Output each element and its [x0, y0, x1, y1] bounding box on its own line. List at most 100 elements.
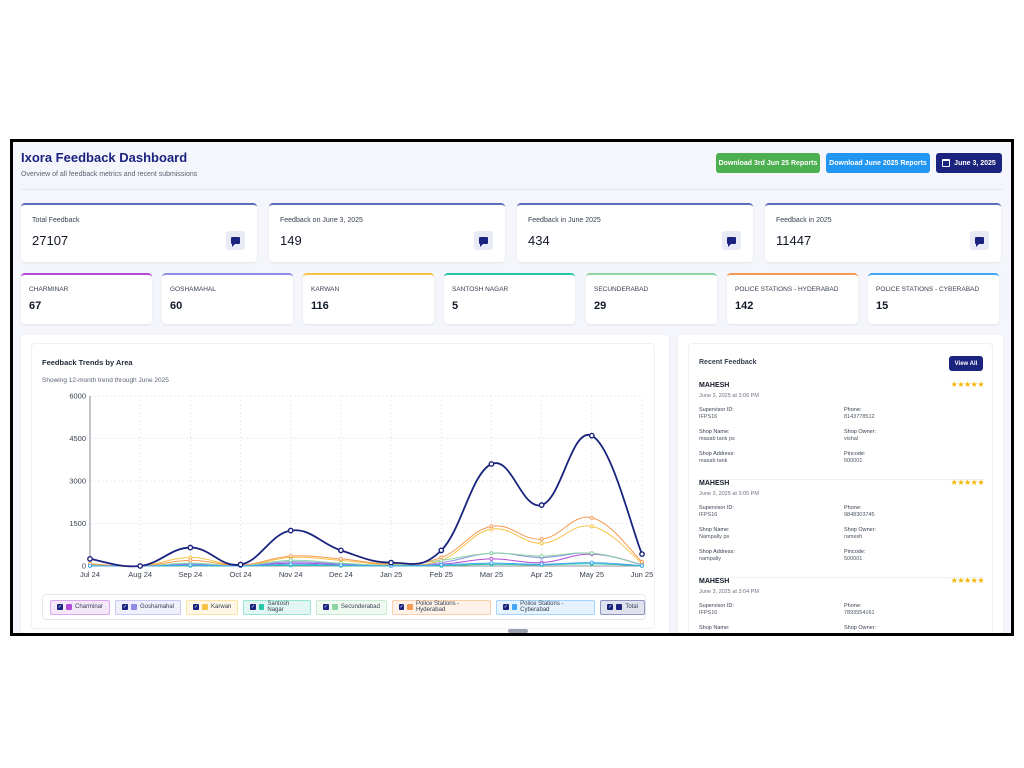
- legend-checkbox[interactable]: ✓: [122, 604, 129, 610]
- feedback-time: June 3, 2025 at 3:06 PM: [699, 393, 759, 399]
- data-point: [589, 515, 594, 520]
- download-day-report-label: Download 3rd Jun 25 Reports: [718, 159, 818, 167]
- feedback-name: MAHESH: [699, 578, 730, 585]
- y-tick-label: 4500: [69, 434, 86, 443]
- shop-address-label: Shop Address:: [699, 451, 735, 457]
- legend-swatch: [331, 604, 338, 610]
- stat-value: 11447: [776, 233, 812, 248]
- y-tick-label: 6000: [69, 392, 86, 401]
- legend-swatch: [131, 604, 138, 610]
- shop-address-label: Shop Address:: [699, 549, 735, 555]
- data-point: [338, 556, 343, 561]
- area-card-santosh-nagar: Santosh Nagar 5: [444, 273, 575, 324]
- legend-swatch: [511, 604, 518, 610]
- area-card-charminar: Charminar 67: [21, 273, 152, 324]
- feedback-name: MAHESH: [699, 382, 730, 389]
- legend-label: Goshamahal: [140, 604, 175, 610]
- data-point: [589, 560, 594, 565]
- legend-checkbox[interactable]: ✓: [607, 604, 614, 610]
- date-picker-label: June 3, 2025: [954, 159, 996, 167]
- legend-checkbox[interactable]: ✓: [398, 604, 405, 610]
- area-value: 142: [735, 300, 754, 312]
- dashboard-frame: Ixora Feedback Dashboard Overview of all…: [10, 139, 1014, 636]
- data-point: [137, 563, 144, 569]
- data-point: [388, 559, 394, 566]
- legend-checkbox[interactable]: ✓: [57, 604, 63, 610]
- legend-item[interactable]: ✓ Police Stations - Hyderabad: [391, 599, 492, 615]
- trend-chart-card: Feedback Trends by Area Showing 12-month…: [21, 335, 669, 633]
- trend-chart-panel: Feedback Trends by Area Showing 12-month…: [31, 343, 655, 629]
- legend-swatch: [407, 604, 413, 610]
- view-all-button[interactable]: View All: [949, 356, 983, 371]
- shop-name-label: Shop Name:: [699, 527, 730, 533]
- data-point: [439, 562, 444, 567]
- download-day-report-button[interactable]: Download 3rd Jun 25 Reports: [716, 153, 820, 173]
- feedback-item[interactable]: MAHESH ★★★★★ June 3, 2025 at 3:06 PM Sup…: [699, 380, 985, 480]
- legend-checkbox[interactable]: ✓: [503, 604, 509, 610]
- y-tick-label: 3000: [69, 477, 86, 486]
- area-label: Goshamahal: [170, 286, 216, 293]
- legend-label: Karwan: [211, 604, 232, 610]
- legend-label: Total: [625, 604, 639, 610]
- data-point: [338, 547, 344, 554]
- data-point: [439, 555, 444, 560]
- recent-feedback-panel: Recent Feedback View All MAHESH ★★★★★ Ju…: [688, 343, 993, 633]
- shop-address-value: masab tank: [699, 458, 728, 464]
- trend-line-chart: 0 1500 3000 4500 6000 Jul 24 Aug 24 Sep 24 Oct 2…: [69, 392, 653, 580]
- data-point: [539, 537, 544, 542]
- chat-icon: [474, 231, 493, 250]
- x-tick-label: Apr 25: [531, 570, 553, 579]
- page-header: Ixora Feedback Dashboard Overview of all…: [21, 150, 1003, 190]
- stat-label: Total Feedback: [32, 217, 80, 224]
- recent-feedback-title: Recent Feedback: [699, 359, 757, 366]
- legend-item[interactable]: ✓ Santosh Nagar: [243, 599, 311, 615]
- series-line-police-stations-cyberabad: [89, 562, 643, 567]
- feedback-item[interactable]: MAHESH ★★★★★ June 3, 2025 at 3:04 PM Sup…: [699, 576, 985, 633]
- legend-item[interactable]: ✓ Goshamahal: [115, 599, 182, 615]
- stat-label: Feedback in 2025: [776, 217, 832, 224]
- data-point: [88, 563, 92, 568]
- shop-name-label: Shop Name:: [699, 625, 730, 631]
- data-point: [539, 562, 544, 567]
- data-point: [338, 563, 343, 568]
- data-point: [589, 524, 594, 529]
- legend-item[interactable]: ✓ Karwan: [186, 599, 239, 615]
- legend-item[interactable]: ✓ Charminar: [50, 599, 111, 615]
- feedback-item[interactable]: MAHESH ★★★★★ June 3, 2025 at 3:05 PM Sup…: [699, 478, 985, 578]
- legend-checkbox[interactable]: ✓: [250, 604, 256, 610]
- data-point: [288, 558, 293, 563]
- data-point: [539, 554, 544, 559]
- x-tick-label: Dec 24: [329, 570, 353, 579]
- data-point: [187, 544, 194, 551]
- x-tick-label: Sep 24: [178, 570, 202, 579]
- shop-owner-value: ramesh: [844, 534, 863, 540]
- stat-value: 27107: [32, 233, 69, 248]
- area-value: 60: [170, 300, 183, 312]
- legend-checkbox[interactable]: ✓: [193, 604, 200, 610]
- shop-owner-label: Shop Owner:: [844, 429, 877, 435]
- legend-item[interactable]: ✓ Total: [600, 599, 646, 615]
- date-picker-button[interactable]: June 3, 2025: [936, 153, 1002, 173]
- data-point: [287, 527, 294, 534]
- resize-handle[interactable]: [508, 629, 528, 633]
- stat-value: 434: [528, 233, 550, 248]
- legend-checkbox[interactable]: ✓: [322, 604, 329, 610]
- legend-item[interactable]: ✓ Secunderabad: [315, 599, 387, 615]
- data-point: [489, 524, 494, 529]
- data-point: [640, 559, 644, 564]
- x-tick-label: May 25: [580, 570, 605, 579]
- legend-item[interactable]: ✓ Police Stations - Cyberabad: [496, 599, 596, 615]
- data-point: [489, 556, 494, 561]
- series-line-total: [89, 434, 643, 568]
- legend-label: Santosh Nagar: [267, 601, 290, 613]
- chat-icon: [970, 231, 989, 250]
- x-tick-label: Feb 25: [430, 570, 453, 579]
- area-card-karwan: Karwan 116: [303, 273, 434, 324]
- area-label: Santosh Nagar: [452, 286, 509, 293]
- data-point: [489, 551, 494, 556]
- area-label: Police Stations - Hyderabad: [735, 286, 839, 293]
- area-value: 116: [311, 300, 329, 312]
- data-point: [640, 563, 644, 568]
- legend-swatch: [616, 604, 623, 610]
- download-month-report-button[interactable]: Download June 2025 Reports: [826, 153, 930, 173]
